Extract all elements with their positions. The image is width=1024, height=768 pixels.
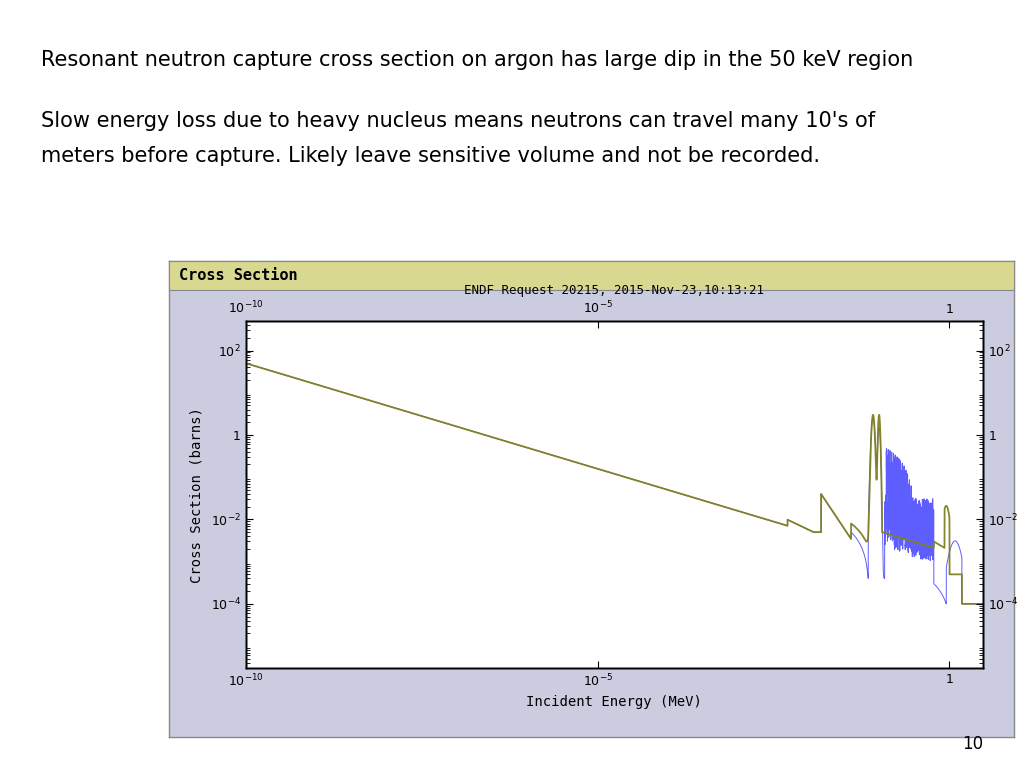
Text: 10: 10 — [962, 735, 983, 753]
X-axis label: Incident Energy (MeV): Incident Energy (MeV) — [526, 695, 702, 709]
Title: ENDF Request 20215, 2015-Nov-23,10:13:21: ENDF Request 20215, 2015-Nov-23,10:13:21 — [465, 284, 764, 297]
Text: Slow energy loss due to heavy nucleus means neutrons can travel many 10's of: Slow energy loss due to heavy nucleus me… — [41, 111, 876, 131]
Y-axis label: Cross Section (barns): Cross Section (barns) — [189, 406, 204, 583]
Text: Resonant neutron capture cross section on argon has large dip in the 50 keV regi: Resonant neutron capture cross section o… — [41, 50, 913, 70]
Text: meters before capture. Likely leave sensitive volume and not be recorded.: meters before capture. Likely leave sens… — [41, 146, 820, 166]
Text: Cross Section: Cross Section — [179, 268, 298, 283]
